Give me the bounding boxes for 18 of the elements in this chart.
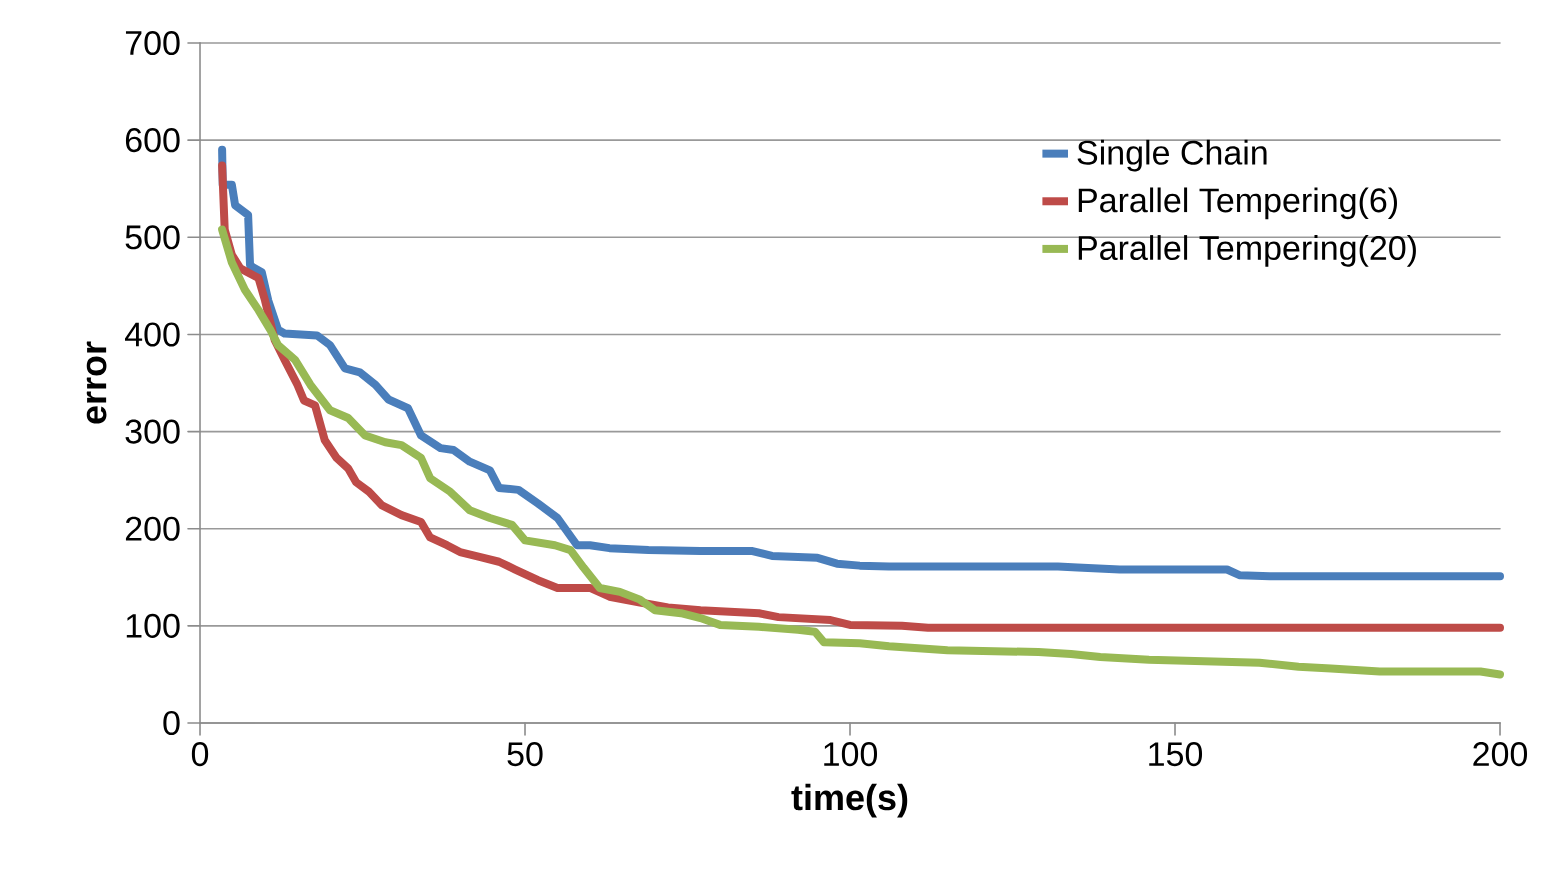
y-tick-label: 600 [125,128,180,153]
x-tick-label: 50 [507,742,543,767]
x-tick-label: 200 [1473,742,1528,767]
y-axis-title: error [86,341,107,424]
y-tick-label: 100 [126,613,180,638]
x-tick-label: 100 [824,742,878,767]
x-tick-label: 150 [1149,742,1203,767]
legend-label: Single Chain [1077,139,1267,172]
x-tick-label: 0 [191,742,209,767]
y-tick-label: 0 [163,710,180,736]
legend-label: Parallel Tempering(6) [1078,187,1398,220]
legend-label: Parallel Tempering(20) [1078,235,1416,267]
y-tick-label: 400 [125,322,180,347]
y-tick-label: 300 [125,419,180,444]
y-tick-label: 200 [125,516,180,541]
y-tick-label: 700 [125,30,180,56]
x-axis-title: time(s) [791,783,908,818]
y-tick-label: 500 [125,225,180,250]
